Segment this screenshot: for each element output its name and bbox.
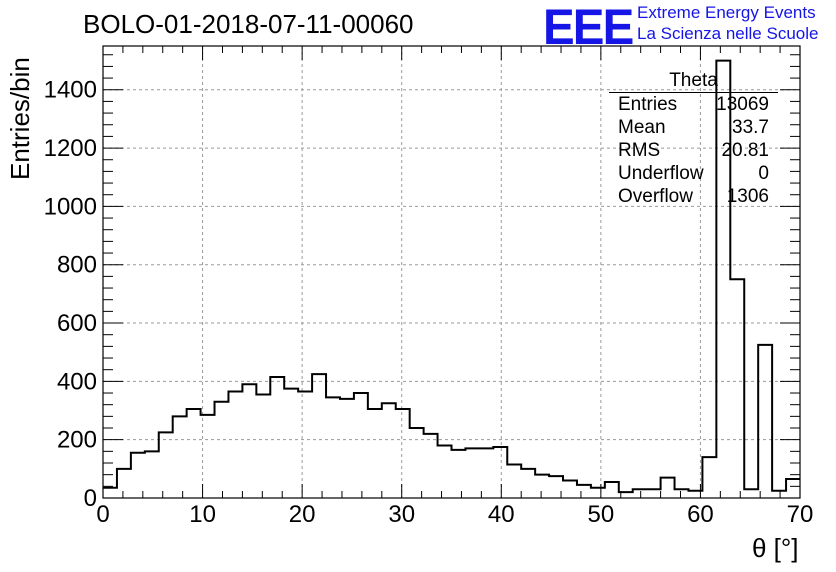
stats-row-rms: RMS 20.81 bbox=[609, 139, 778, 162]
y-tick-label: 200 bbox=[57, 427, 97, 454]
y-tick-label: 1000 bbox=[44, 193, 97, 220]
y-tick-label: 0 bbox=[84, 485, 97, 512]
x-tick-label: 60 bbox=[687, 501, 714, 528]
stats-label: Underflow bbox=[618, 163, 704, 184]
y-axis-label: Entries/bin bbox=[5, 57, 35, 180]
x-tick-label: 70 bbox=[787, 501, 814, 528]
plot-title: BOLO-01-2018-07-11-00060 bbox=[83, 9, 414, 39]
eee-logo: EEE bbox=[543, 0, 634, 55]
histogram-series bbox=[103, 59, 800, 494]
x-axis-label: θ [°] bbox=[752, 533, 799, 563]
stats-label: Overflow bbox=[618, 186, 693, 207]
plot-frame bbox=[102, 45, 801, 499]
stats-label: RMS bbox=[618, 140, 661, 161]
stats-box: Theta Entries 13069 Mean 33.7 RMS 20.81 … bbox=[609, 70, 778, 208]
stats-label: Mean bbox=[618, 117, 666, 138]
y-tick-label: 400 bbox=[57, 368, 97, 395]
stats-value: 0 bbox=[758, 163, 769, 184]
stats-value: 1306 bbox=[726, 186, 769, 207]
x-tick-label: 40 bbox=[488, 501, 515, 528]
logo-caption-line-1: Extreme Energy Events bbox=[637, 3, 816, 22]
x-tick-label: 0 bbox=[96, 501, 109, 528]
stats-row-underflow: Underflow 0 bbox=[609, 162, 778, 185]
y-tick-label: 600 bbox=[57, 310, 97, 337]
stats-title: Theta bbox=[609, 70, 778, 93]
x-tick-label: 30 bbox=[388, 501, 415, 528]
axis-tick-labels: 0 10 20 30 40 50 60 70 0 200 400 600 800 1000 1200 1400 bbox=[44, 77, 814, 528]
grid-lines bbox=[103, 46, 800, 498]
y-tick-label: 1400 bbox=[44, 77, 97, 104]
x-tick-label: 10 bbox=[189, 501, 216, 528]
axis-ticks bbox=[102, 46, 801, 499]
x-tick-label: 50 bbox=[588, 501, 615, 528]
stats-value: 13069 bbox=[716, 94, 769, 115]
logo-caption: Extreme Energy Events La Scienza nelle S… bbox=[637, 2, 818, 44]
stats-row-overflow: Overflow 1306 bbox=[609, 185, 778, 208]
stats-value: 33.7 bbox=[732, 117, 769, 138]
stats-value: 20.81 bbox=[721, 140, 769, 161]
stats-row-entries: Entries 13069 bbox=[609, 93, 778, 116]
y-tick-label: 800 bbox=[57, 252, 97, 279]
x-tick-label: 20 bbox=[289, 501, 316, 528]
stats-label: Entries bbox=[618, 94, 678, 115]
stats-row-mean: Mean 33.7 bbox=[609, 116, 778, 139]
y-tick-label: 1200 bbox=[44, 135, 97, 162]
logo-caption-line-2: La Scienza nelle Scuole bbox=[637, 24, 819, 43]
